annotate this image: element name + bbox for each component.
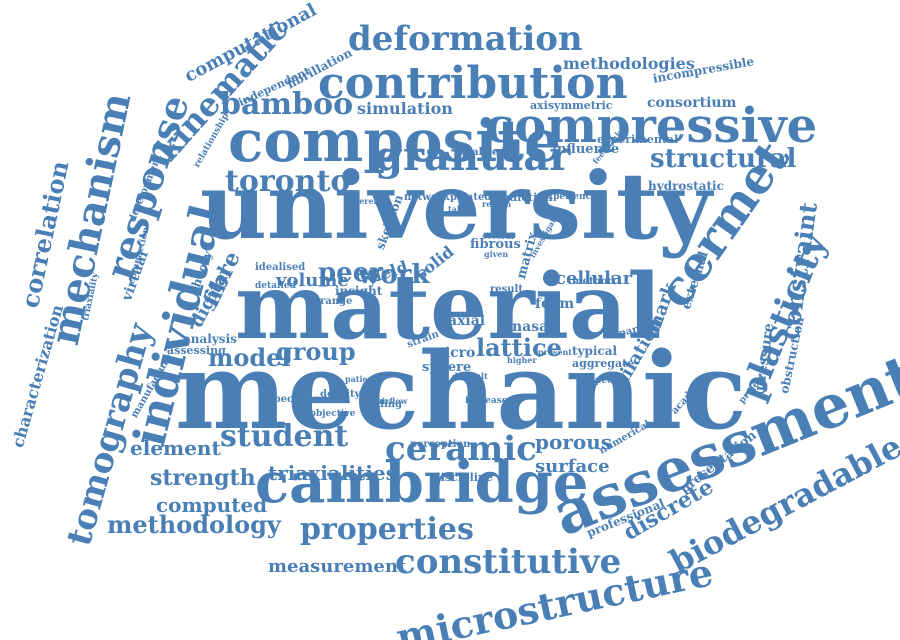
word-present: present: [538, 347, 573, 357]
word-nasal: nasal: [512, 319, 554, 335]
word-computed: computed: [156, 493, 268, 517]
word-student: student: [220, 419, 349, 454]
word-result: result: [490, 284, 523, 295]
word-compressive: compressive: [485, 98, 818, 154]
word-simulation: simulation: [357, 99, 453, 118]
word-cambridge: cambridge: [255, 450, 589, 516]
word-region: region: [482, 199, 512, 209]
word-table: table: [448, 204, 471, 214]
word-methodology: methodology: [107, 510, 281, 539]
word-difficult: difficult: [452, 371, 488, 381]
word-loading: loading: [360, 399, 403, 410]
word-material: material: [235, 254, 662, 360]
word-axisymmetric: axisymmetric: [530, 99, 613, 112]
word-network: network: [404, 192, 450, 203]
word-axial: axial: [448, 313, 486, 329]
word-increase: increase: [465, 396, 508, 406]
word-perception: perception: [410, 439, 471, 450]
word-hydrostatic: hydrostatic: [648, 179, 724, 193]
word-objective: objective: [310, 409, 356, 419]
word-toronto: toronto: [225, 164, 351, 199]
word-mechanic: mechanic: [175, 328, 747, 453]
word-composite: composite: [228, 107, 561, 175]
word-idealised: idealised: [255, 262, 306, 273]
word-detailed: detailed: [255, 281, 296, 291]
word-printed: printed: [450, 192, 492, 203]
word-deformation: deformation: [348, 19, 583, 59]
word-method: method: [572, 276, 615, 287]
word-discipline: discipline: [433, 471, 493, 484]
word-different: different: [344, 196, 384, 206]
word-airflow: airflow: [377, 396, 408, 406]
word-specific: specific: [590, 376, 629, 386]
word-contribution: contribution: [318, 58, 628, 109]
word-patient: patient: [345, 374, 378, 384]
word-consortium: consortium: [647, 95, 737, 111]
word-analysis: analysis: [183, 332, 237, 346]
word-foam: foam: [535, 296, 575, 312]
word-structural: structural: [650, 144, 797, 174]
word-properties: properties: [300, 512, 474, 547]
word-aggregate: aggregate: [572, 357, 635, 370]
word-peer: peer: [318, 258, 383, 288]
word-ceramic: ceramic: [385, 429, 537, 469]
word-micro: micro: [430, 345, 476, 361]
word-characterization: characterization: [8, 302, 68, 450]
word-strength: strength: [150, 465, 256, 491]
word-experimental: experimental: [597, 133, 679, 146]
word-fibrous: fibrous: [470, 237, 521, 252]
word-assessing: assessing: [167, 344, 226, 357]
word-surface: surface: [535, 456, 610, 477]
word-granular: granular: [375, 133, 571, 180]
word-typical: typical: [572, 344, 618, 358]
word-several: several: [482, 231, 514, 241]
word-given: given: [484, 249, 509, 259]
word-group: group: [276, 337, 356, 366]
word-measurement: measurement: [268, 556, 407, 577]
word-triaxialities: triaxialities: [268, 461, 397, 485]
word-higher: higher: [507, 355, 537, 365]
word-bamboo: bamboo: [220, 87, 354, 122]
word-work: work: [358, 260, 430, 290]
word-constitutive: constitutive: [395, 542, 622, 582]
word-range: range: [320, 296, 353, 307]
word-insight: insight: [335, 284, 383, 298]
word-porous: porous: [535, 430, 613, 454]
word-prediction: prediction: [489, 191, 553, 204]
word-element: element: [130, 436, 221, 460]
word-sphere: sphere: [422, 360, 472, 375]
word-volume: volume: [276, 270, 349, 291]
word-idealized: idealized: [455, 147, 506, 158]
word-influence: influence: [552, 142, 620, 157]
word-university: university: [200, 152, 712, 260]
word-specimen: specimen: [268, 394, 322, 405]
word-experience: experience: [542, 192, 597, 202]
word-lattice: lattice: [476, 333, 562, 362]
word-cellular: cellular: [555, 268, 633, 289]
word-methodologies: methodologies: [563, 54, 695, 73]
word-density: density: [320, 389, 361, 400]
word-model: model: [208, 343, 291, 372]
